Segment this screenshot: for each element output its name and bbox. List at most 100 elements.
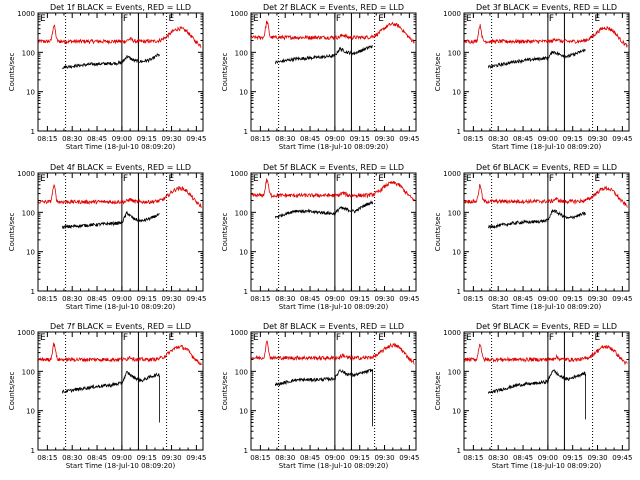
x-tick-label: 08:45 [87, 295, 107, 303]
eclipse-marker: E [253, 14, 259, 24]
y-axis-label: Counts/sec [221, 53, 229, 92]
flare-marker: F [336, 333, 341, 343]
x-tick-label: 08:45 [300, 295, 320, 303]
x-tick-label: 09:00 [325, 135, 345, 143]
x-tick-label: 09:15 [563, 135, 583, 143]
flare-marker: F [549, 174, 554, 184]
x-tick-label: 08:15 [463, 454, 483, 462]
x-tick-label: 09:15 [137, 295, 157, 303]
detector-panel: Det 2f BLACK = Events, RED = LLD 1 10 100 10… [221, 3, 419, 151]
y-tick-label: 1 [457, 128, 461, 136]
eclipse-marker: E [169, 14, 175, 24]
detector-panel: Det 1f BLACK = Events, RED = LLD 1 10 100 10… [8, 3, 206, 151]
flare-marker: F [549, 333, 554, 343]
panel-title: Det 2f BLACK = Events, RED = LLD [263, 3, 404, 12]
x-tick-label: 08:15 [463, 135, 483, 143]
eclipse-marker: E [378, 333, 384, 343]
y-tick-label: 10 [452, 408, 461, 416]
x-tick-label: 09:00 [325, 454, 345, 462]
x-tick-label: 08:30 [275, 454, 295, 462]
y-tick-label: 10 [239, 249, 248, 257]
lld-series-line [38, 342, 202, 366]
panel-title: Det 5f BLACK = Events, RED = LLD [263, 163, 404, 172]
x-tick-label: 08:45 [87, 454, 107, 462]
x-tick-label: 09:00 [538, 135, 558, 143]
x-tick-label: 08:15 [250, 454, 270, 462]
y-tick-label: 100 [22, 209, 35, 217]
y-tick-label: 1000 [17, 329, 35, 337]
x-tick-label: 09:45 [612, 295, 632, 303]
y-tick-label: 1000 [443, 170, 461, 178]
events-series-line [61, 210, 160, 230]
plot-frame [250, 331, 417, 451]
x-tick-label: 09:45 [186, 135, 206, 143]
x-tick-label: 09:00 [538, 295, 558, 303]
plot-frame [37, 172, 204, 292]
x-tick-label: 08:15 [463, 295, 483, 303]
x-tick-label: 09:45 [612, 135, 632, 143]
flare-marker: F [123, 14, 128, 24]
y-tick-label: 10 [26, 89, 35, 97]
panel-title: Det 7f BLACK = Events, RED = LLD [50, 322, 191, 331]
panel-title: Det 9f BLACK = Events, RED = LLD [476, 322, 617, 331]
events-series-line [487, 369, 586, 420]
detector-panel: Det 8f BLACK = Events, RED = LLD 1 10 100 10… [221, 322, 419, 470]
eclipse-marker: E [466, 333, 472, 343]
eclipse-marker: E [466, 174, 472, 184]
x-tick-label: 08:30 [488, 295, 508, 303]
x-tick-label: 09:15 [350, 295, 370, 303]
detector-panel: Det 9f BLACK = Events, RED = LLD 1 10 100 10… [434, 322, 632, 470]
panel-title: Det 8f BLACK = Events, RED = LLD [263, 322, 404, 331]
y-tick-label: 1000 [17, 10, 35, 18]
x-axis-label: Start Time (18-Jul-10 08:09:20) [279, 303, 389, 311]
y-tick-label: 1000 [230, 170, 248, 178]
lld-series-line [464, 24, 628, 48]
panel-title: Det 1f BLACK = Events, RED = LLD [50, 3, 191, 12]
detector-panel: Det 3f BLACK = Events, RED = LLD 1 10 100 10… [434, 3, 632, 151]
x-tick-label: 08:45 [513, 454, 533, 462]
panel-title: Det 4f BLACK = Events, RED = LLD [50, 163, 191, 172]
x-tick-label: 08:15 [37, 135, 57, 143]
events-series-line [61, 370, 161, 423]
events-series-line [487, 209, 586, 230]
detector-panel: Det 7f BLACK = Events, RED = LLD 1 10 100 10… [8, 322, 206, 470]
y-axis-label: Counts/sec [434, 213, 442, 252]
x-tick-label: 08:45 [513, 295, 533, 303]
plot-frame [37, 12, 204, 132]
x-tick-label: 09:30 [161, 454, 181, 462]
eclipse-marker: E [595, 333, 601, 343]
y-tick-label: 100 [235, 368, 248, 376]
x-tick-label: 09:30 [161, 295, 181, 303]
eclipse-marker: E [378, 174, 384, 184]
eclipse-marker: E [253, 174, 259, 184]
detector-panel: Det 4f BLACK = Events, RED = LLD 1 10 100 10… [8, 163, 206, 311]
x-axis-label: Start Time (18-Jul-10 08:09:20) [66, 462, 176, 470]
y-tick-label: 1 [244, 447, 248, 455]
x-tick-label: 08:45 [300, 135, 320, 143]
plot-frame [250, 12, 417, 132]
x-axis-label: Start Time (18-Jul-10 08:09:20) [492, 143, 602, 151]
events-series-line [274, 199, 373, 219]
flare-marker: F [123, 174, 128, 184]
x-axis-label: Start Time (18-Jul-10 08:09:20) [279, 462, 389, 470]
events-series-line [487, 48, 586, 69]
flare-marker: F [549, 14, 554, 24]
y-axis-label: Counts/sec [8, 213, 16, 252]
detector-panel: Det 5f BLACK = Events, RED = LLD 1 10 100 10… [221, 163, 419, 311]
panel-title: Det 6f BLACK = Events, RED = LLD [476, 163, 617, 172]
x-axis-label: Start Time (18-Jul-10 08:09:20) [66, 303, 176, 311]
y-tick-label: 1 [457, 447, 461, 455]
x-tick-label: 09:15 [563, 454, 583, 462]
y-tick-label: 10 [26, 408, 35, 416]
x-tick-label: 09:00 [538, 454, 558, 462]
x-tick-label: 09:30 [374, 135, 394, 143]
y-tick-label: 10 [239, 408, 248, 416]
events-series-line [274, 368, 374, 427]
plot-frame [463, 331, 630, 451]
y-tick-label: 1 [31, 128, 35, 136]
x-tick-label: 09:00 [112, 295, 132, 303]
y-tick-label: 1 [31, 288, 35, 296]
y-tick-label: 100 [22, 368, 35, 376]
x-axis-label: Start Time (18-Jul-10 08:09:20) [66, 143, 176, 151]
y-axis-label: Counts/sec [221, 213, 229, 252]
